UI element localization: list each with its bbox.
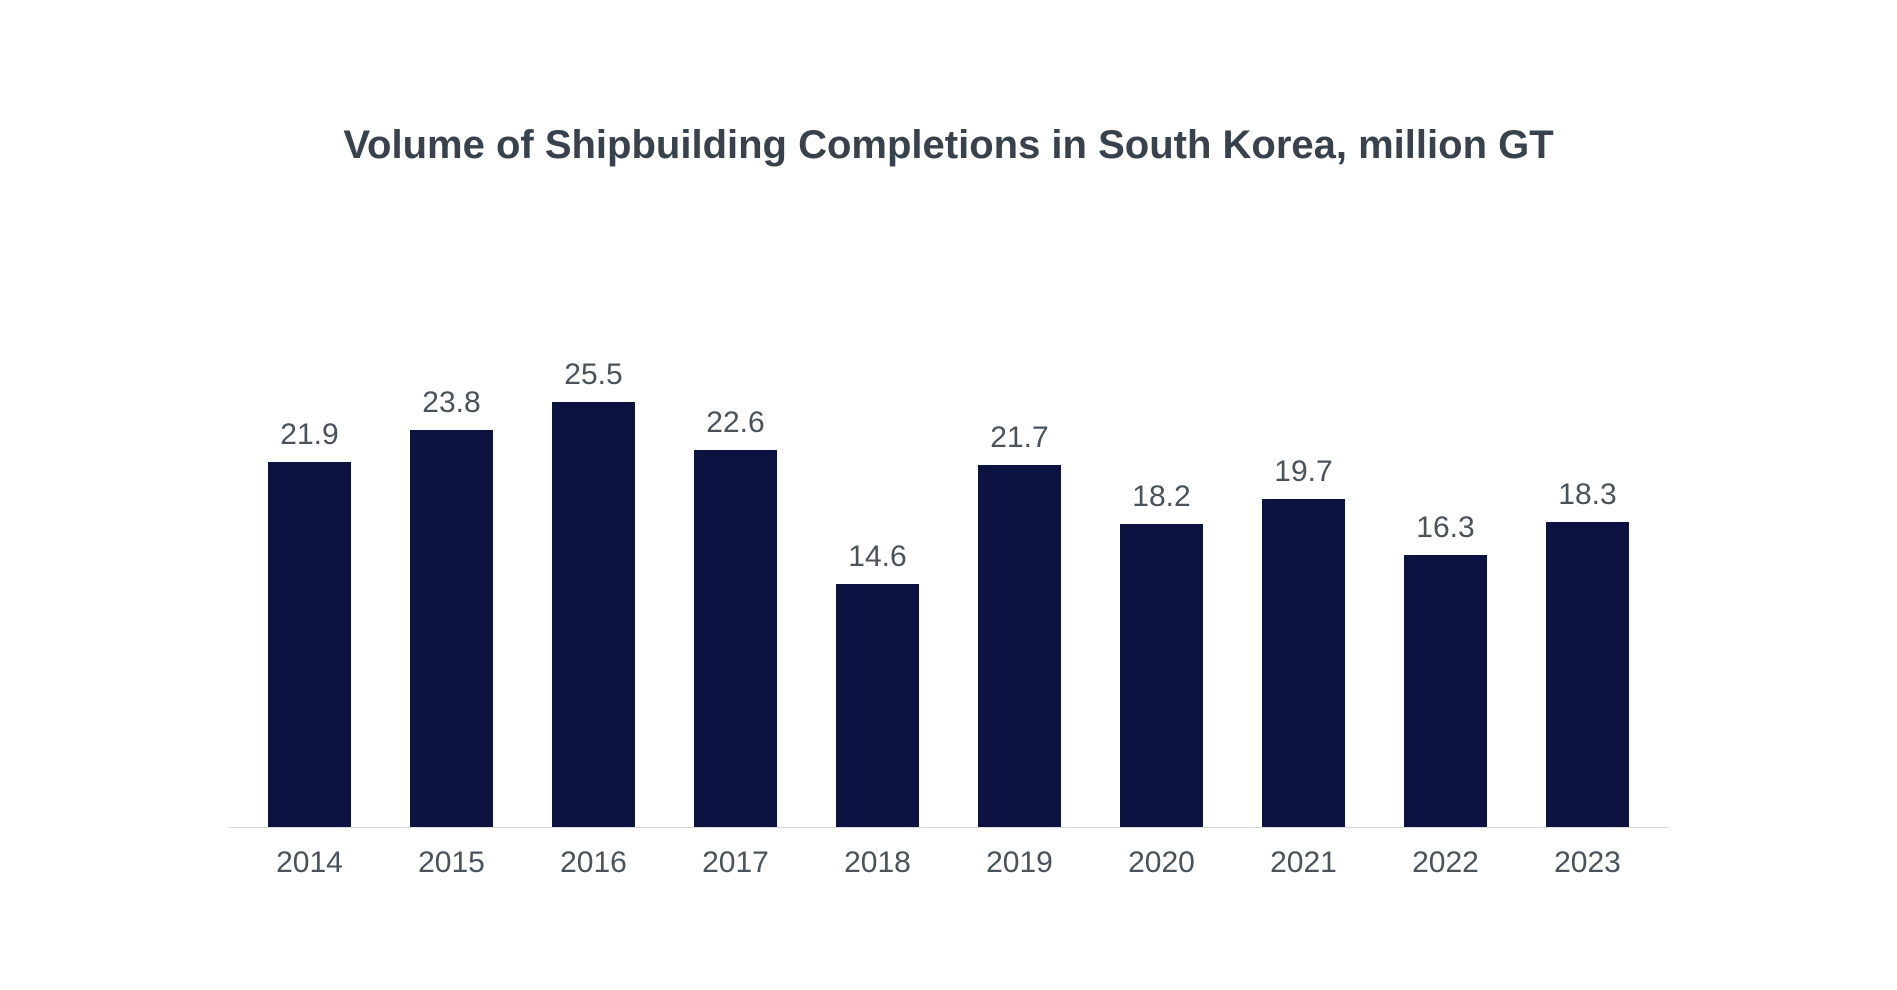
bar-chart: Volume of Shipbuilding Completions in So… <box>189 100 1709 890</box>
x-axis-label: 2020 <box>1091 846 1233 880</box>
bar <box>268 462 350 827</box>
bar-value-label: 14.6 <box>848 540 906 574</box>
bar-value-label: 16.3 <box>1416 511 1474 545</box>
bar-value-label: 18.3 <box>1558 478 1616 512</box>
chart-title: Volume of Shipbuilding Completions in So… <box>229 120 1669 170</box>
plot-area: 21.9 23.8 25.5 22.6 14.6 21.7 18.2 19.7 16.3 18.3… <box>229 200 1669 880</box>
bar-col: 19.7 <box>1233 200 1375 827</box>
bar-value-label: 18.2 <box>1132 480 1190 514</box>
bar-col: 22.6 <box>665 200 807 827</box>
x-axis-label: 2015 <box>381 846 523 880</box>
bar <box>1546 522 1628 827</box>
x-axis-label: 2018 <box>807 846 949 880</box>
x-axis-label: 2021 <box>1233 846 1375 880</box>
bar <box>1120 524 1202 827</box>
bar <box>694 450 776 827</box>
bar <box>978 465 1060 827</box>
bar-col: 25.5 <box>523 200 665 827</box>
bar <box>836 584 918 827</box>
x-axis-label: 2023 <box>1517 846 1659 880</box>
bar-value-label: 21.9 <box>280 418 338 452</box>
x-axis-label: 2016 <box>523 846 665 880</box>
bar-value-label: 22.6 <box>706 406 764 440</box>
bar-col: 21.7 <box>949 200 1091 827</box>
bar-value-label: 23.8 <box>422 386 480 420</box>
bar-col: 16.3 <box>1375 200 1517 827</box>
bar <box>1262 499 1344 827</box>
bar-col: 23.8 <box>381 200 523 827</box>
bar <box>1404 555 1486 827</box>
bar-col: 18.2 <box>1091 200 1233 827</box>
x-axis-label: 2019 <box>949 846 1091 880</box>
x-axis-label: 2017 <box>665 846 807 880</box>
bar-col: 21.9 <box>239 200 381 827</box>
bar-col: 18.3 <box>1517 200 1659 827</box>
x-axis-label: 2014 <box>239 846 381 880</box>
x-axis-labels: 2014201520162017201820192020202120222023 <box>229 846 1669 880</box>
bar <box>552 402 634 827</box>
bar-col: 14.6 <box>807 200 949 827</box>
x-axis-label: 2022 <box>1375 846 1517 880</box>
bar-value-label: 19.7 <box>1274 455 1332 489</box>
bar <box>410 430 492 827</box>
bar-value-label: 25.5 <box>564 358 622 392</box>
bar-value-label: 21.7 <box>990 421 1048 455</box>
bars-row: 21.9 23.8 25.5 22.6 14.6 21.7 18.2 19.7 16.3 18.3 <box>229 200 1669 828</box>
